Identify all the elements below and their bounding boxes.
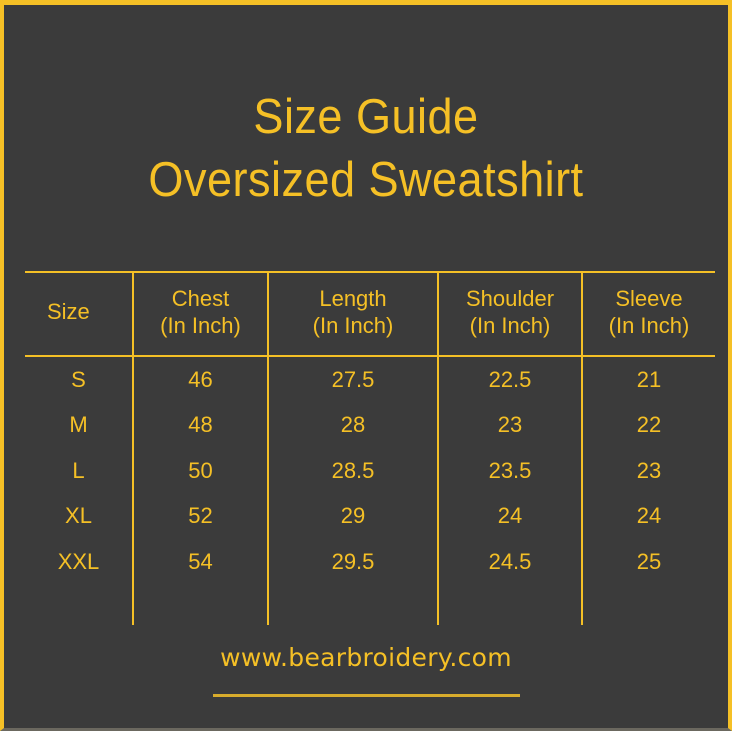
cell-shoulder: 24.5: [437, 538, 582, 626]
column-header-length-label: Length: [319, 286, 387, 311]
column-header-length-unit: (In Inch): [312, 312, 394, 338]
cell-size: XL: [65, 503, 92, 529]
size-table: Size Chest (In Inch) Length (In Inch) Sh…: [25, 271, 715, 626]
column-header-sleeve-label: Sleeve: [615, 286, 683, 311]
cell-shoulder: 23: [437, 402, 582, 448]
cell-shoulder: 24: [437, 493, 582, 539]
table-row: M 48 28 23 22: [25, 402, 715, 448]
footer-divider: [212, 694, 520, 697]
column-header-sleeve-unit: (In Inch): [608, 312, 690, 338]
cell-length: 29.5: [267, 538, 438, 626]
column-header-chest-label: Chest: [171, 286, 230, 311]
footer: www.bearbroidery.com: [4, 645, 728, 697]
cell-shoulder: 22.5: [437, 355, 582, 403]
column-header-shoulder: Shoulder (In Inch): [437, 272, 582, 356]
cell-chest: 52: [132, 493, 268, 539]
page-title-line-2: Oversized Sweatshirt: [148, 153, 584, 207]
cell-length: 28.5: [267, 447, 438, 494]
table-row: L 50 28.5 23.5 23: [25, 447, 715, 494]
cell-chest: 48: [132, 402, 268, 448]
cell-chest: 46: [132, 355, 268, 403]
cell-sleeve: 25: [581, 538, 715, 626]
cell-sleeve: 24: [581, 493, 715, 539]
cell-size: S: [71, 366, 86, 392]
column-header-size: Size: [25, 272, 133, 356]
size-table-container: Size Chest (In Inch) Length (In Inch) Sh…: [25, 271, 715, 626]
column-header-sleeve: Sleeve (In Inch): [581, 272, 715, 356]
table-header: Size Chest (In Inch) Length (In Inch) Sh…: [25, 272, 715, 356]
cell-chest: 54: [132, 538, 268, 626]
website-url[interactable]: www.bearbroidery.com: [220, 643, 512, 672]
column-header-shoulder-unit: (In Inch): [469, 312, 551, 338]
table-header-row: Size Chest (In Inch) Length (In Inch) Sh…: [25, 272, 715, 356]
table-body: S 46 27.5 22.5 21 M 48 28 23 22 L 50 28.…: [25, 355, 715, 626]
column-header-chest: Chest (In Inch): [132, 272, 268, 356]
cell-shoulder: 23.5: [437, 447, 582, 494]
column-header-length: Length (In Inch): [267, 272, 438, 356]
cell-chest: 50: [132, 447, 268, 494]
cell-length: 29: [267, 493, 438, 539]
column-header-size-label: Size: [47, 299, 90, 325]
table-row: XL 52 29 24 24: [25, 493, 715, 539]
title-block: Size Guide Oversized Sweatshirt: [4, 93, 728, 205]
column-header-shoulder-label: Shoulder: [465, 286, 555, 311]
cell-size: XXL: [57, 548, 100, 574]
cell-sleeve: 22: [581, 402, 715, 448]
cell-sleeve: 23: [581, 447, 715, 494]
cell-length: 27.5: [267, 355, 438, 403]
cell-size: M: [69, 412, 88, 438]
table-row: XXL 54 29.5 24.5 25: [25, 538, 715, 626]
page-title-line-1: Size Guide: [253, 90, 479, 144]
cell-size: L: [72, 457, 85, 483]
column-header-chest-unit: (In Inch): [160, 312, 241, 338]
cell-length: 28: [267, 402, 438, 448]
table-row: S 46 27.5 22.5 21: [25, 355, 715, 403]
cell-sleeve: 21: [581, 355, 715, 403]
